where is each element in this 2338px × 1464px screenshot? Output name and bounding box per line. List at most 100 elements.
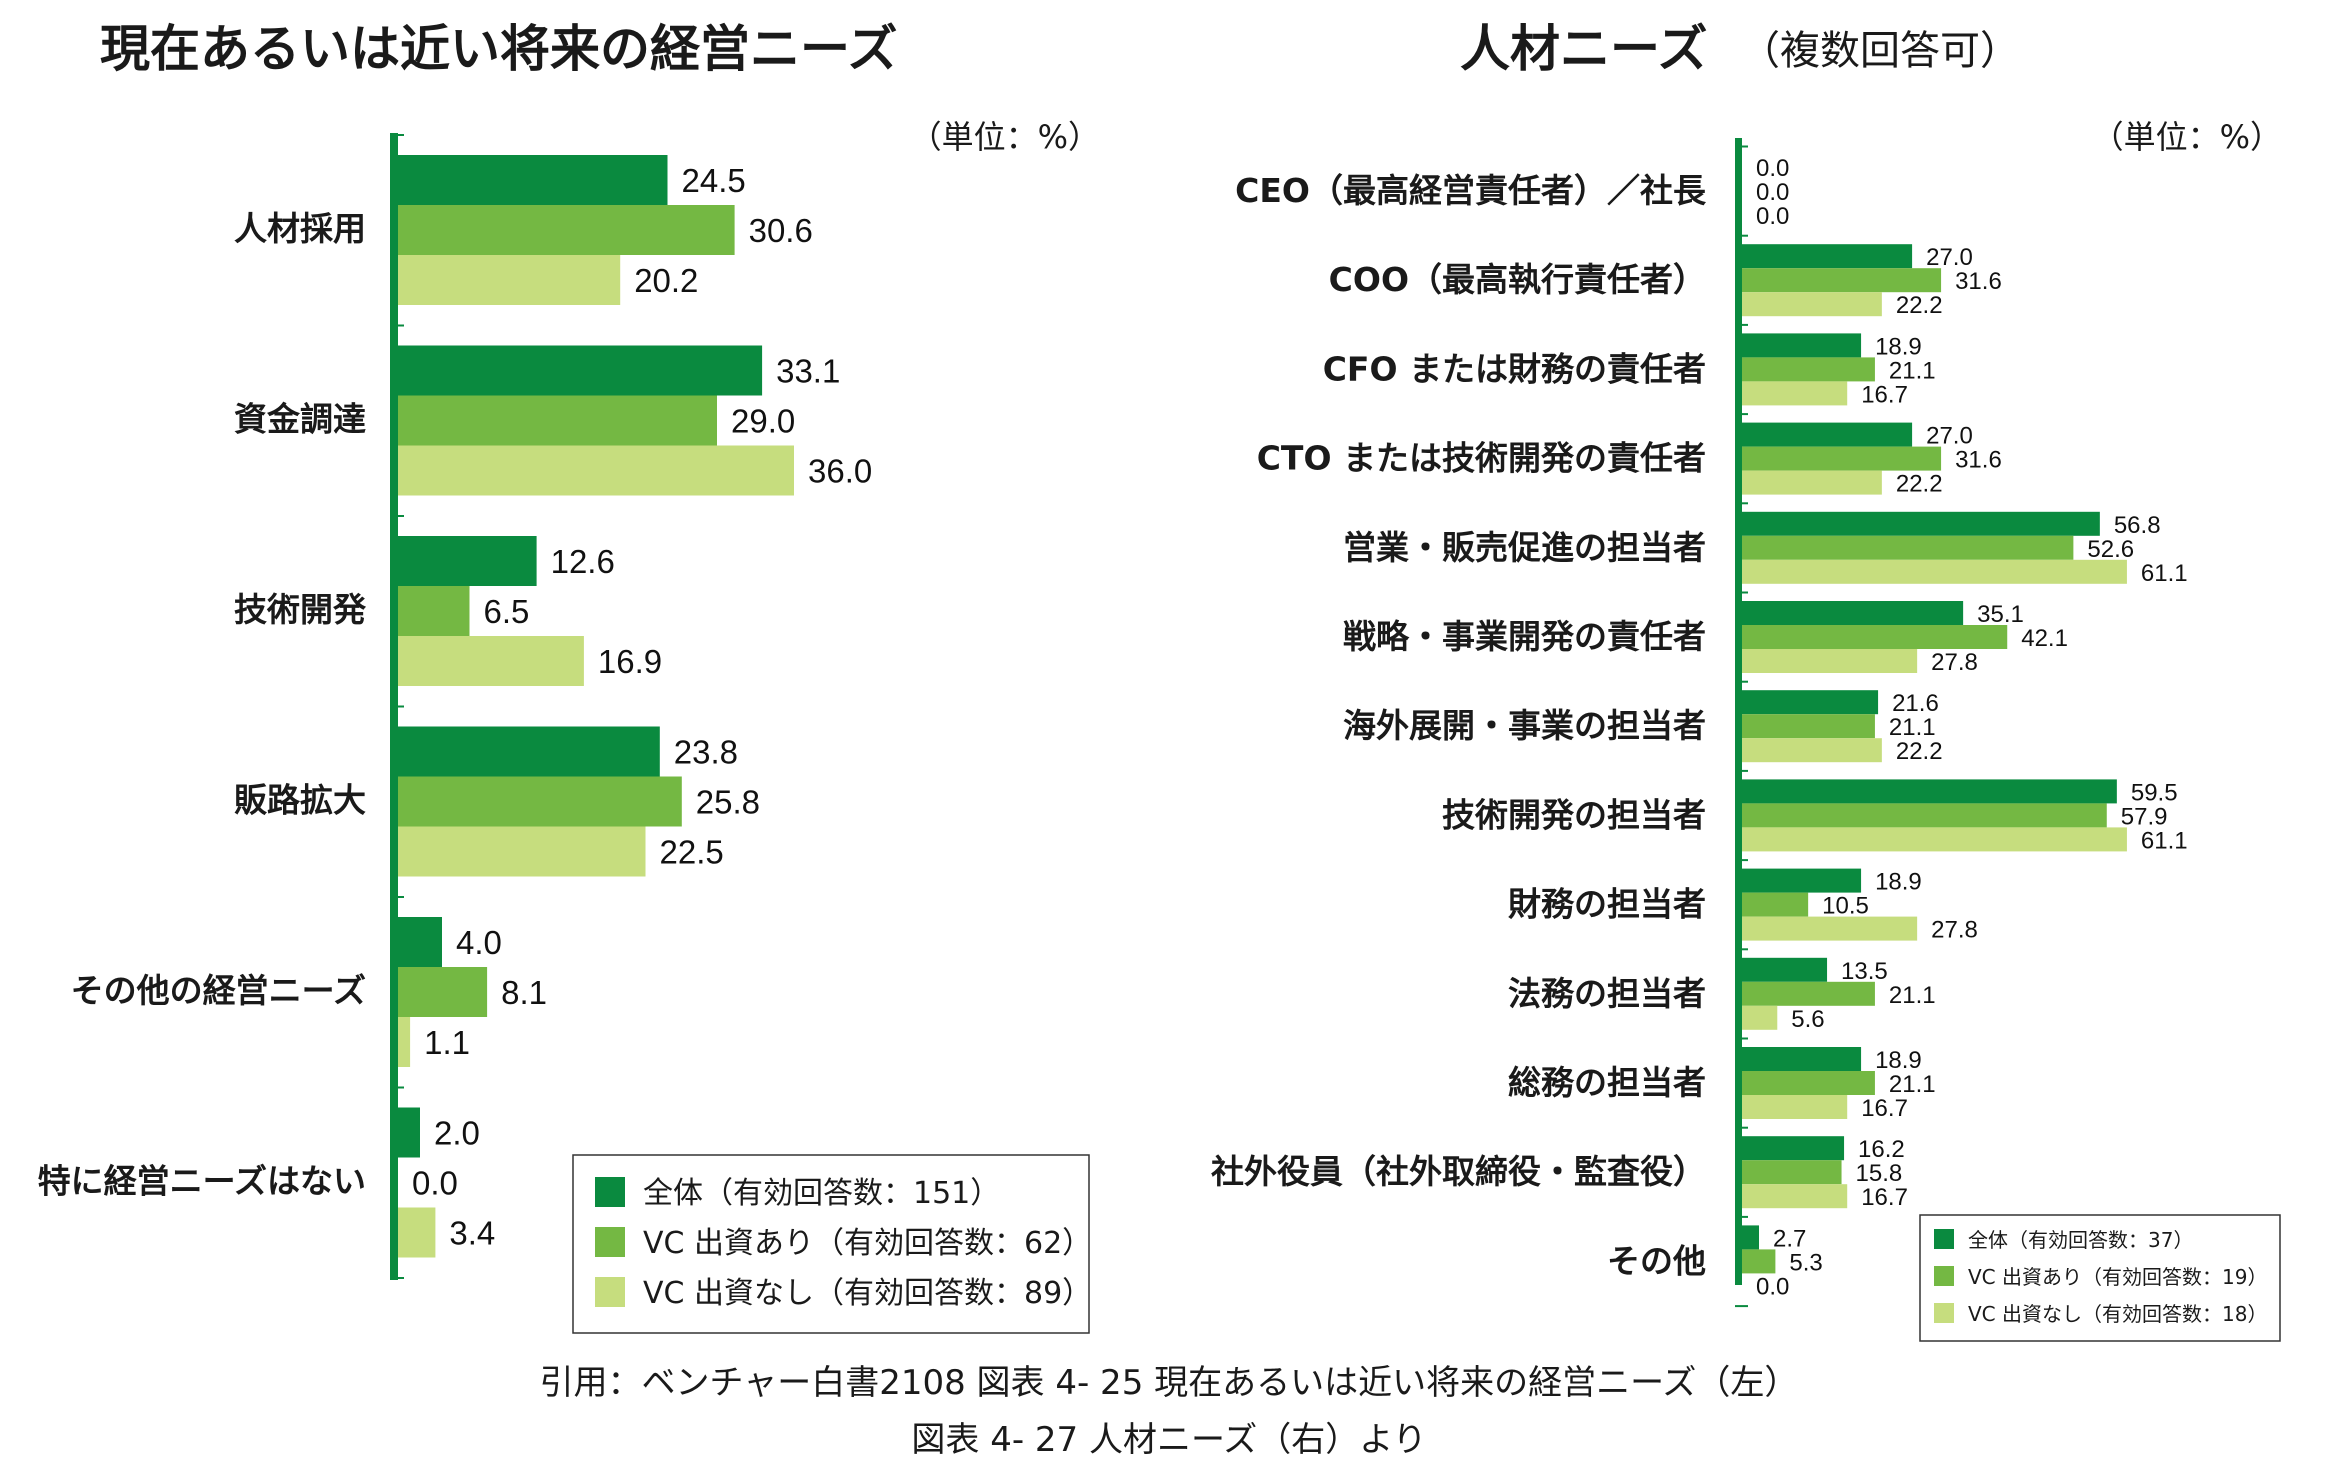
left-bar	[398, 776, 682, 827]
left-bar	[398, 205, 735, 255]
left-category-label: 技術開発	[234, 590, 367, 629]
right-legend-box	[1919, 1214, 2281, 1342]
left-value-label: 20.2	[634, 262, 698, 299]
right-value-label: 0.0	[1756, 155, 1789, 182]
right-value-label: 18.9	[1875, 869, 1922, 896]
right-value-label: 31.6	[1955, 268, 2002, 295]
right-bar	[1742, 244, 1913, 269]
left-bar	[398, 1017, 411, 1067]
right-value-label: 22.2	[1896, 738, 1943, 765]
right-value-label: 59.5	[2131, 779, 2178, 806]
right-legend-label: 全体（有効回答数：37）	[1968, 1228, 2193, 1252]
right-value-label: 31.6	[1955, 447, 2002, 474]
right-bar	[1742, 649, 1918, 673]
left-bar	[398, 826, 646, 877]
right-unit-label: （単位：%）	[2092, 118, 2282, 156]
left-bar	[398, 1107, 420, 1158]
right-category-label: 営業・販売促進の担当者	[1343, 528, 1706, 567]
right-bar	[1742, 1047, 1862, 1071]
right-value-label: 21.1	[1889, 982, 1936, 1009]
left-value-label: 4.0	[456, 924, 502, 961]
left-category-label: 販路拡大	[234, 781, 366, 820]
left-value-labels: 24.530.6 20.2 33.1 29.0 36.0 12.6 6.5 16.9 23.8 2…	[412, 162, 872, 1252]
right-legend-label: VC 出資なし（有効回答数：18）	[1968, 1302, 2267, 1326]
right-category-label: 戦略・事業開発の責任者	[1343, 617, 1706, 656]
right-category-label: 社外役員（社外取締役・監査役）	[1211, 1152, 1706, 1191]
left-legend-label: VC 出資なし（有効回答数：89）	[643, 1276, 1092, 1311]
left-bar	[398, 917, 442, 967]
management-needs-chart: 現在あるいは近い将来の経営ニーズ （単位：%） 24.530.6 20.2 33.1…	[38, 20, 1100, 1334]
right-chart-title-note: （複数回答可）	[1740, 28, 2020, 74]
right-legend-swatch	[1934, 1229, 1954, 1249]
right-value-label: 2.7	[1773, 1225, 1806, 1252]
right-value-label: 15.8	[1856, 1160, 1903, 1187]
right-value-label: 27.0	[1926, 244, 1973, 271]
right-bar	[1742, 357, 1875, 382]
right-bar	[1742, 601, 1964, 625]
left-bar	[398, 255, 621, 305]
right-legend-label: VC 出資あり（有効回答数：19）	[1968, 1265, 2267, 1289]
right-bar	[1742, 892, 1809, 917]
right-category-label: CTO または技術開発の責任者	[1257, 439, 1706, 478]
right-bar	[1742, 1249, 1776, 1274]
right-bar	[1742, 827, 2127, 852]
right-category-label: その他	[1607, 1241, 1706, 1280]
right-category-label: CEO（最高経営責任者）／社長	[1235, 171, 1707, 210]
right-value-label: 21.1	[1889, 1071, 1936, 1098]
left-bar	[398, 636, 584, 686]
source-line-1: 引用：ベンチャー白書2108 図表 4- 25 現在あるいは近い将来の経営ニーズ…	[540, 1363, 1799, 1403]
right-value-label: 5.3	[1789, 1249, 1822, 1276]
right-bar	[1742, 381, 1848, 406]
left-bar	[398, 395, 717, 446]
right-bar	[1742, 559, 2127, 584]
right-bar	[1742, 1095, 1848, 1119]
left-value-label: 0.0	[412, 1165, 458, 1202]
right-axis	[1735, 138, 1748, 1308]
left-bar	[398, 345, 763, 396]
right-value-label: 27.8	[1931, 917, 1978, 944]
right-value-label: 0.0	[1756, 203, 1789, 230]
left-value-label: 29.0	[731, 403, 795, 440]
right-category-label: COO（最高執行責任者）	[1329, 260, 1706, 299]
left-bar	[398, 445, 794, 496]
left-legend-label: VC 出資あり（有効回答数：62）	[643, 1226, 1092, 1261]
right-value-label: 56.8	[2114, 512, 2161, 539]
left-bar	[398, 1207, 436, 1258]
source-line-2: 図表 4- 27 人材ニーズ（右）より	[911, 1420, 1426, 1460]
right-bar	[1742, 690, 1879, 715]
right-legend-swatch	[1934, 1303, 1954, 1323]
right-value-label: 22.2	[1896, 471, 1943, 498]
right-chart-title: 人材ニーズ	[1460, 20, 1708, 78]
right-bar	[1742, 333, 1862, 358]
right-bar	[1742, 1225, 1760, 1250]
left-value-label: 36.0	[808, 453, 872, 490]
right-bar	[1742, 916, 1918, 941]
right-bar	[1742, 535, 2074, 560]
left-category-label: 資金調達	[234, 400, 366, 439]
left-value-label: 33.1	[776, 353, 840, 390]
left-value-label: 25.8	[696, 784, 760, 821]
left-value-label: 22.5	[660, 834, 724, 871]
left-value-label: 3.4	[449, 1215, 495, 1252]
right-bar	[1742, 1160, 1842, 1185]
left-category-label: 人材採用	[234, 209, 366, 248]
left-bar	[398, 726, 660, 777]
right-value-label: 21.1	[1889, 357, 1936, 384]
right-bar	[1742, 511, 2100, 536]
right-value-label: 16.7	[1861, 1184, 1908, 1211]
right-category-label: 技術開発の担当者	[1442, 795, 1706, 834]
right-value-label: 52.6	[2087, 536, 2134, 563]
left-value-label: 2.0	[434, 1115, 480, 1152]
right-value-label: 42.1	[2021, 625, 2068, 652]
right-category-label: 海外展開・事業の担当者	[1343, 706, 1706, 745]
left-bar	[398, 155, 668, 205]
right-category-label: CFO または財務の責任者	[1323, 349, 1706, 388]
right-value-label: 18.9	[1875, 333, 1922, 360]
right-value-label: 5.6	[1791, 1006, 1824, 1033]
right-value-label: 16.7	[1861, 381, 1908, 408]
left-bar	[398, 586, 470, 636]
right-value-label: 22.2	[1896, 292, 1943, 319]
right-value-label: 27.8	[1931, 649, 1978, 676]
left-value-label: 24.5	[682, 162, 746, 199]
